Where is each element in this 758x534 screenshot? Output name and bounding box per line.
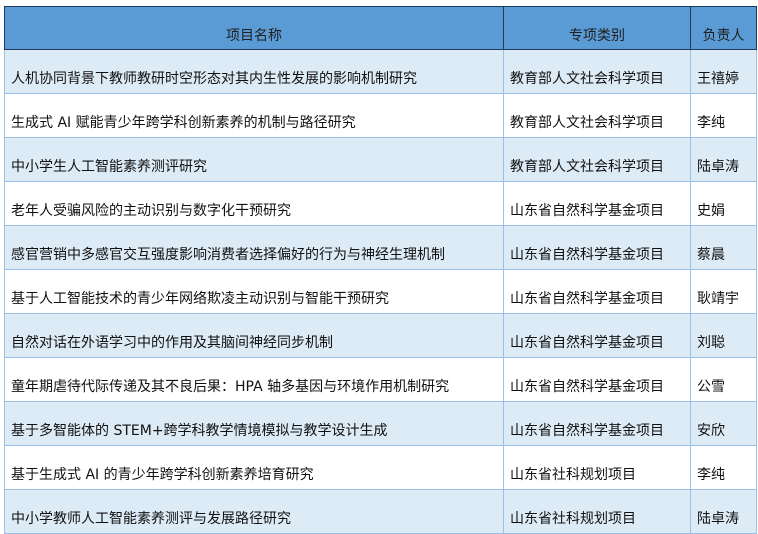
category-cell: 教育部人文社会科学项目 — [503, 93, 691, 138]
project-name-cell: 中小学教师人工智能素养测评与发展路径研究 — [4, 489, 504, 534]
projects-table: 项目名称 专项类别 负责人 人机协同背景下教师教研时空形态对其内生性发展的影响机… — [4, 6, 757, 534]
table-row: 基于多智能体的 STEM+跨学科教学情境模拟与教学设计生成 山东省自然科学基金项目… — [4, 401, 757, 446]
leader-cell: 李纯 — [690, 93, 757, 138]
header-project-name: 项目名称 — [4, 6, 504, 50]
project-name-cell: 自然对话在外语学习中的作用及其脑间神经同步机制 — [4, 313, 504, 358]
project-name-cell: 基于人工智能技术的青少年网络欺凌主动识别与智能干预研究 — [4, 269, 504, 314]
table-row: 生成式 AI 赋能青少年跨学科创新素养的机制与路径研究 教育部人文社会科学项目 李纯 — [4, 93, 757, 138]
table-row: 自然对话在外语学习中的作用及其脑间神经同步机制 山东省自然科学基金项目 刘聪 — [4, 313, 757, 358]
leader-cell: 蔡晨 — [690, 225, 757, 270]
leader-cell: 陆卓涛 — [690, 137, 757, 182]
table-row: 感官营销中多感官交互强度影响消费者选择偏好的行为与神经生理机制 山东省自然科学基金… — [4, 225, 757, 270]
project-name-cell: 基于多智能体的 STEM+跨学科教学情境模拟与教学设计生成 — [4, 401, 504, 446]
category-cell: 教育部人文社会科学项目 — [503, 49, 691, 94]
category-cell: 山东省自然科学基金项目 — [503, 181, 691, 226]
leader-cell: 公雪 — [690, 357, 757, 402]
leader-cell: 刘聪 — [690, 313, 757, 358]
project-name-cell: 生成式 AI 赋能青少年跨学科创新素养的机制与路径研究 — [4, 93, 504, 138]
table-row: 人机协同背景下教师教研时空形态对其内生性发展的影响机制研究 教育部人文社会科学项目… — [4, 49, 757, 94]
leader-cell: 史娟 — [690, 181, 757, 226]
table-row: 老年人受骗风险的主动识别与数字化干预研究 山东省自然科学基金项目 史娟 — [4, 181, 757, 226]
category-cell: 山东省自然科学基金项目 — [503, 401, 691, 446]
project-name-cell: 老年人受骗风险的主动识别与数字化干预研究 — [4, 181, 504, 226]
project-name-cell: 童年期虐待代际传递及其不良后果：HPA 轴多基因与环境作用机制研究 — [4, 357, 504, 402]
project-name-cell: 感官营销中多感官交互强度影响消费者选择偏好的行为与神经生理机制 — [4, 225, 504, 270]
table-row: 基于人工智能技术的青少年网络欺凌主动识别与智能干预研究 山东省自然科学基金项目 耿靖… — [4, 269, 757, 314]
category-cell: 山东省自然科学基金项目 — [503, 225, 691, 270]
category-cell: 山东省社科规划项目 — [503, 445, 691, 490]
project-name-cell: 中小学生人工智能素养测评研究 — [4, 137, 504, 182]
table-row: 中小学教师人工智能素养测评与发展路径研究 山东省社科规划项目 陆卓涛 — [4, 489, 757, 534]
category-cell: 教育部人文社会科学项目 — [503, 137, 691, 182]
project-name-cell: 基于生成式 AI 的青少年跨学科创新素养培育研究 — [4, 445, 504, 490]
header-leader: 负责人 — [690, 6, 757, 50]
category-cell: 山东省自然科学基金项目 — [503, 269, 691, 314]
leader-cell: 王禧婷 — [690, 49, 757, 94]
category-cell: 山东省自然科学基金项目 — [503, 313, 691, 358]
leader-cell: 陆卓涛 — [690, 489, 757, 534]
project-name-cell: 人机协同背景下教师教研时空形态对其内生性发展的影响机制研究 — [4, 49, 504, 94]
leader-cell: 李纯 — [690, 445, 757, 490]
table-row: 童年期虐待代际传递及其不良后果：HPA 轴多基因与环境作用机制研究 山东省自然科学… — [4, 357, 757, 402]
table-row: 基于生成式 AI 的青少年跨学科创新素养培育研究 山东省社科规划项目 李纯 — [4, 445, 757, 490]
header-row: 项目名称 专项类别 负责人 — [4, 6, 757, 50]
table-row: 中小学生人工智能素养测评研究 教育部人文社会科学项目 陆卓涛 — [4, 137, 757, 182]
leader-cell: 耿靖宇 — [690, 269, 757, 314]
category-cell: 山东省自然科学基金项目 — [503, 357, 691, 402]
leader-cell: 安欣 — [690, 401, 757, 446]
header-category: 专项类别 — [503, 6, 691, 50]
category-cell: 山东省社科规划项目 — [503, 489, 691, 534]
